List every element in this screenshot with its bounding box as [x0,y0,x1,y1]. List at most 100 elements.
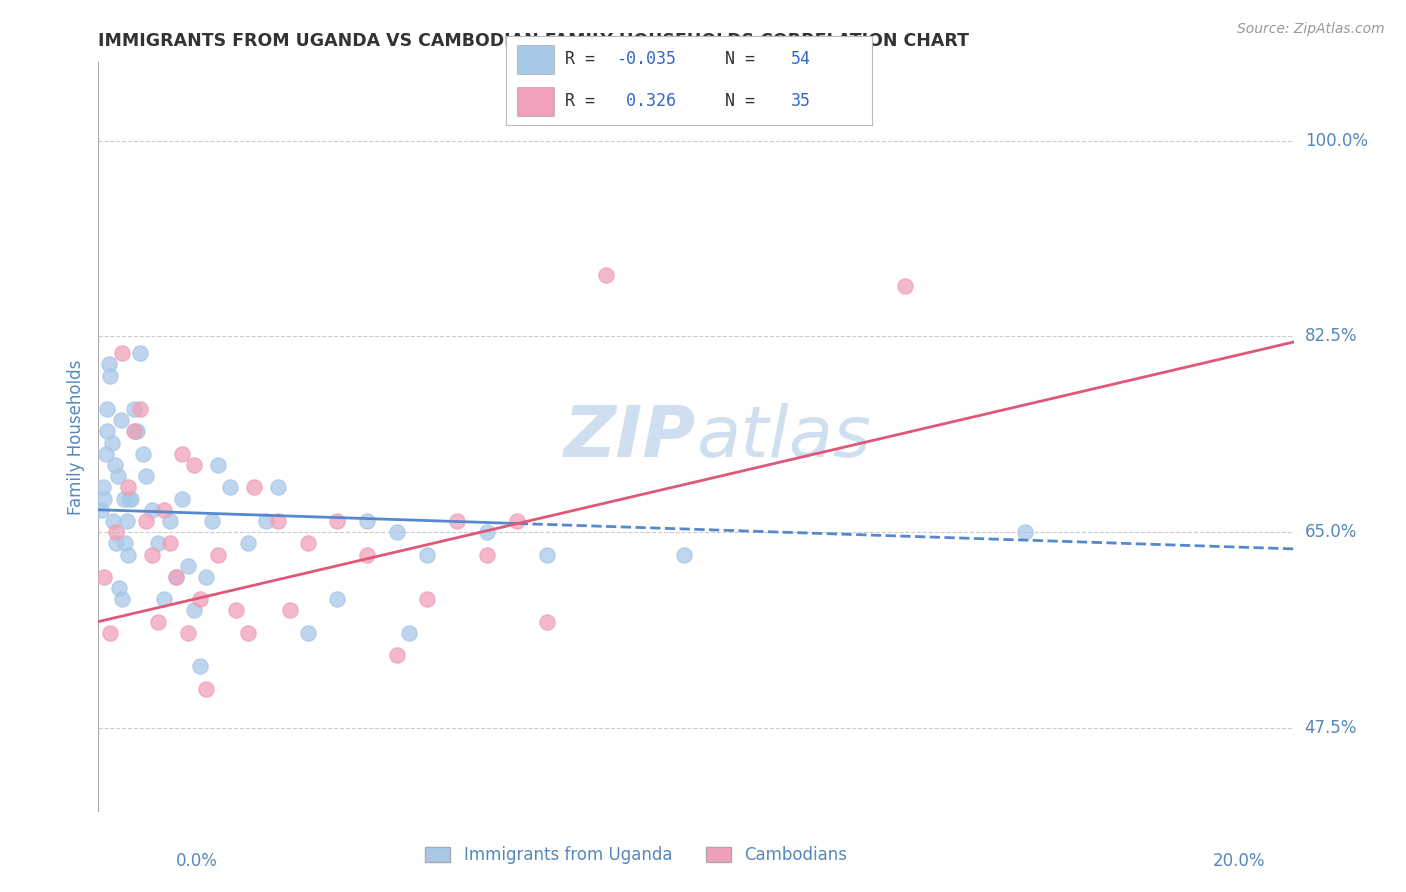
Point [183,603,205,617]
Point [148,615,170,629]
Text: R =: R = [565,92,614,111]
Point [165,570,187,584]
Text: atlas: atlas [696,402,870,472]
Point [159,514,181,528]
Point [207,548,229,562]
Point [188,592,211,607]
Point [326,592,349,607]
Point [127,425,149,439]
Point [172,447,194,461]
Point [135,469,157,483]
Point [188,659,211,673]
Point [398,625,420,640]
Point [111,346,134,360]
Point [267,480,290,494]
Point [98,625,122,640]
Point [141,502,163,516]
Point [115,514,138,528]
Point [183,458,205,472]
Point [195,681,218,696]
Point [225,603,247,617]
Text: 35: 35 [792,92,811,111]
Text: 20.0%: 20.0% [1213,852,1265,870]
Text: 0.326: 0.326 [616,92,676,111]
Point [243,480,266,494]
Point [673,548,696,562]
Text: ZIP: ZIP [564,402,696,472]
Point [207,458,229,472]
Point [201,514,224,528]
Point [108,581,131,595]
Point [94,447,117,461]
Point [105,525,128,540]
Point [165,570,187,584]
Point [96,402,118,417]
Point [153,502,176,516]
Point [93,570,115,584]
Point [110,413,132,427]
Point [475,548,498,562]
Point [416,548,439,562]
Y-axis label: Family Households: Family Households [66,359,84,515]
Text: IMMIGRANTS FROM UGANDA VS CAMBODIAN FAMILY HOUSEHOLDS CORRELATION CHART: IMMIGRANTS FROM UGANDA VS CAMBODIAN FAMI… [98,32,969,50]
Point [148,536,170,550]
Point [446,514,468,528]
Point [195,570,218,584]
Point [98,358,121,372]
Text: -0.035: -0.035 [616,50,676,69]
Point [120,491,142,506]
Point [118,491,141,506]
Point [91,480,114,494]
Point [104,458,127,472]
Point [141,548,163,562]
Point [107,469,129,483]
Point [100,435,122,450]
Point [267,514,290,528]
Point [172,491,194,506]
Point [385,525,409,540]
Point [385,648,409,662]
Point [117,480,139,494]
Point [129,346,152,360]
Text: 0.0%: 0.0% [176,852,218,870]
Point [117,548,139,562]
Point [236,536,259,550]
Point [153,592,176,607]
Point [416,592,439,607]
Point [114,536,136,550]
Point [112,491,135,506]
Point [124,402,146,417]
Point [124,425,146,439]
Text: 65.0%: 65.0% [1305,523,1357,541]
Point [135,514,157,528]
Point [111,592,134,607]
Text: 54: 54 [792,50,811,69]
Point [326,514,349,528]
Point [894,279,917,293]
Text: 82.5%: 82.5% [1305,327,1357,345]
Point [90,502,112,516]
Point [475,525,498,540]
Point [96,425,118,439]
Point [177,625,200,640]
Point [356,514,378,528]
Point [219,480,242,494]
Point [356,548,378,562]
Point [132,447,155,461]
Point [236,625,259,640]
Point [1014,525,1036,540]
Point [595,268,617,282]
Point [159,536,181,550]
Point [93,491,115,506]
Point [105,536,128,550]
Point [177,558,200,573]
Point [536,615,558,629]
Text: Source: ZipAtlas.com: Source: ZipAtlas.com [1237,22,1385,37]
Text: N =: N = [725,92,765,111]
Point [278,603,301,617]
Point [297,625,319,640]
Legend: Immigrants from Uganda, Cambodians: Immigrants from Uganda, Cambodians [419,839,853,871]
Text: 100.0%: 100.0% [1305,132,1368,150]
Point [103,514,125,528]
Text: R =: R = [565,50,605,69]
